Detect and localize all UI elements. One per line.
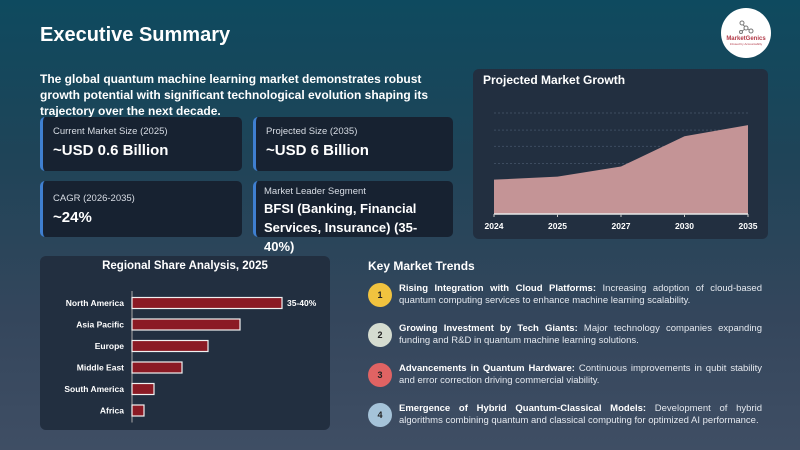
trend-heading: Rising Integration with Cloud Platforms: [399, 283, 597, 294]
trend-number-badge: 3 [368, 363, 392, 387]
bar [131, 318, 241, 331]
logo-name: MarketGenics [726, 36, 766, 42]
trend-text: Growing Investment by Tech Giants: Major… [399, 323, 762, 347]
stat-value: ~USD 0.6 Billion [53, 142, 169, 159]
trend-item: 1 Rising Integration with Cloud Platform… [368, 283, 762, 307]
chart-title: Regional Share Analysis, 2025 [102, 260, 268, 272]
trend-heading: Emergence of Hybrid Quantum-Classical Mo… [399, 403, 647, 414]
stat-card-cagr: CAGR (2026-2035) ~24% [40, 181, 242, 237]
trend-text: Advancements in Quantum Hardware: Contin… [399, 363, 762, 387]
data-label: 35-40% [287, 298, 317, 308]
trend-number-badge: 4 [368, 403, 392, 427]
molecule-icon [739, 20, 754, 34]
stat-label: Current Market Size (2025) [53, 126, 168, 137]
x-tick-label: 2025 [548, 221, 567, 231]
trend-body: Major technology companies expanding fun… [399, 323, 762, 346]
stat-value: ~24% [53, 209, 92, 226]
trend-item: 3 Advancements in Quantum Hardware: Cont… [368, 363, 762, 387]
stat-card-leader-segment: Market Leader Segment BFSI (Banking, Fin… [253, 181, 453, 254]
trend-heading: Advancements in Quantum Hardware: [399, 363, 575, 374]
category-label: Europe [95, 341, 125, 351]
trend-body: Continuous improvements in qubit stabili… [399, 363, 762, 386]
chart-title: Projected Market Growth [483, 73, 626, 87]
trends-heading: Key Market Trends [368, 259, 475, 273]
bar [131, 382, 155, 396]
bar [131, 361, 183, 374]
trend-number-badge: 1 [368, 283, 392, 307]
category-label: Asia Pacific [76, 320, 124, 330]
x-tick-label: 2027 [612, 221, 631, 231]
bar [131, 339, 209, 353]
stat-card-projected-size: Projected Size (2035) ~USD 6 Billion [253, 117, 453, 171]
logo-tagline: Infused by Accountabilty [729, 42, 763, 46]
trend-number-badge: 2 [368, 323, 392, 347]
bar [131, 296, 283, 310]
stat-label: Projected Size (2035) [266, 126, 358, 137]
category-label: Africa [100, 406, 124, 416]
trend-item: 2 Growing Investment by Tech Giants: Maj… [368, 323, 762, 347]
bar [131, 404, 145, 417]
page-title: Executive Summary [40, 24, 231, 46]
stat-value: ~USD 6 Billion [266, 142, 369, 159]
category-label: Middle East [77, 363, 124, 373]
trend-body: Development of hybrid algorithms combini… [399, 403, 762, 426]
stat-label: Market Leader Segment [264, 186, 366, 197]
x-tick-label: 2035 [739, 221, 758, 231]
x-tick-label: 2024 [485, 221, 504, 231]
trend-text: Rising Integration with Cloud Platforms:… [399, 283, 762, 307]
area-series [494, 125, 748, 214]
company-logo: MarketGenics Infused by Accountabilty [721, 8, 771, 58]
stat-label: CAGR (2026-2035) [53, 193, 135, 204]
trend-heading: Growing Investment by Tech Giants: [399, 323, 578, 334]
stat-card-current-size: Current Market Size (2025) ~USD 0.6 Bill… [40, 117, 242, 171]
trend-item: 4 Emergence of Hybrid Quantum-Classical … [368, 403, 762, 427]
stat-value: BFSI (Banking, Financial Services, Insur… [264, 201, 418, 254]
category-label: North America [66, 298, 125, 308]
intro-text: The global quantum machine learning mark… [40, 72, 429, 118]
trend-text: Emergence of Hybrid Quantum-Classical Mo… [399, 403, 762, 427]
trend-body: Increasing adoption of cloud-based quant… [399, 283, 762, 306]
x-tick-label: 2030 [675, 221, 694, 231]
category-label: South America [64, 384, 124, 394]
